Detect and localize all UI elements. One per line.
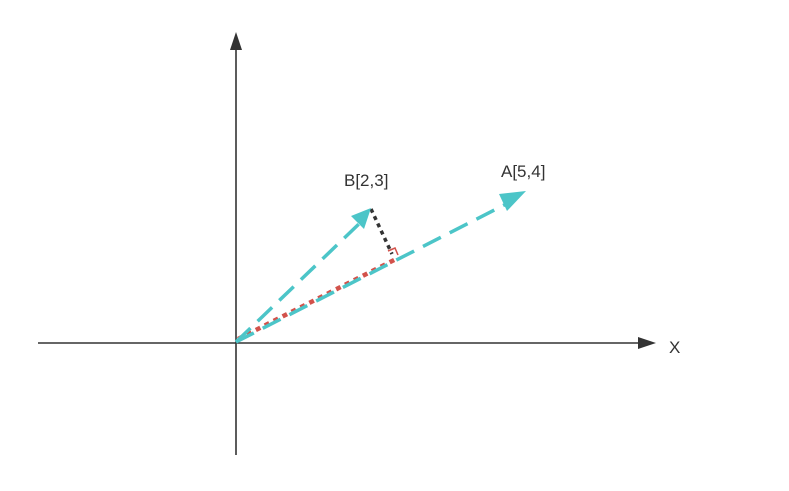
right-angle-marker [387,247,399,256]
perpendicular-line [369,208,394,255]
vector-b-line [234,220,363,344]
y-axis-arrowhead [230,32,242,50]
vector-b-arrowhead [351,208,371,229]
x-axis-arrowhead [638,337,656,349]
vector-b-label: B[2,3] [344,171,388,190]
vector-a-line [235,199,513,344]
vector-a-arrowhead [499,191,526,211]
x-axis-label: X [669,338,680,357]
vector-a-label: A[5,4] [501,162,545,181]
